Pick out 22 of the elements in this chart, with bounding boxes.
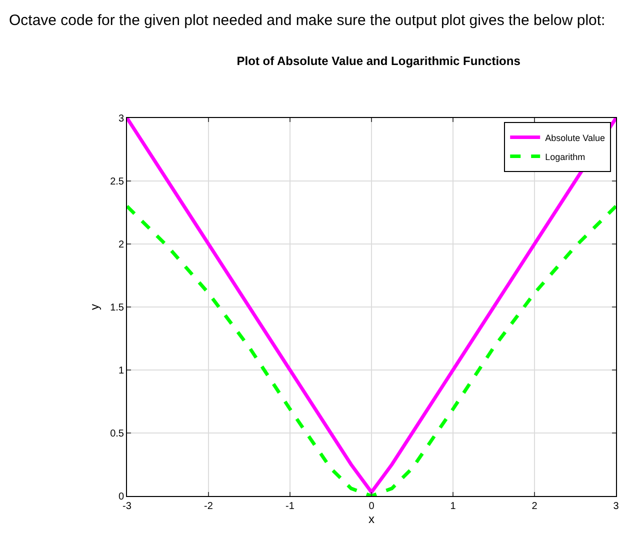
x-tick-label: -1 — [286, 501, 295, 512]
x-tick-label: 2 — [532, 501, 538, 512]
y-tick-label: 2.5 — [110, 176, 124, 188]
y-tick-label: 0.5 — [110, 428, 124, 440]
x-axis-title: x — [368, 512, 374, 526]
y-tick-label: 0 — [118, 492, 124, 502]
line-series — [127, 204, 616, 496]
y-tick-label: 1.5 — [110, 302, 124, 314]
y-tick-label: 2 — [118, 240, 124, 250]
x-tick-label: -3 — [122, 501, 132, 512]
x-tick-label: 1 — [450, 501, 456, 512]
legend-label: Absolute Value — [545, 132, 605, 143]
chart-title: Plot of Absolute Value and Logarithmic Functions — [236, 54, 521, 68]
line-series — [127, 118, 616, 494]
y-axis-title: y — [87, 304, 102, 310]
x-tick-label: 3 — [613, 501, 620, 512]
x-tick-label: -2 — [204, 501, 214, 512]
x-tick-label: 0 — [368, 501, 375, 512]
y-tick-label: 1 — [118, 366, 124, 376]
y-tick-label: 3 — [118, 114, 124, 124]
text: Octave code for the given plot needed and make sure the output plot gives the below plot: — [8, 11, 606, 31]
legend-label: Logarithm — [545, 152, 586, 162]
